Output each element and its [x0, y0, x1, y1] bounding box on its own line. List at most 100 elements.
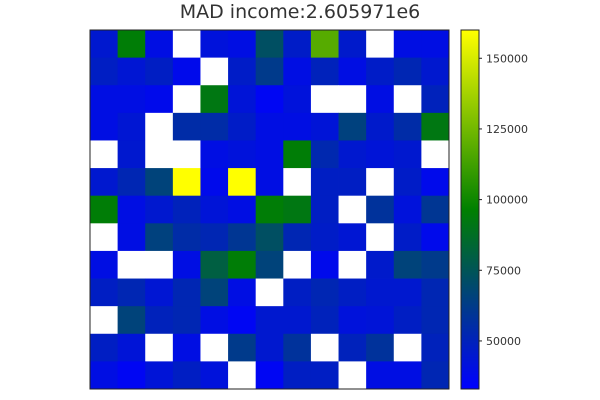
heatmap-cell-r2-c9	[338, 85, 367, 114]
heatmap-cell-r2-c11	[393, 85, 422, 114]
heatmap-cell-r11-c7	[283, 333, 312, 362]
heatmap-cell-r9-c4	[200, 278, 229, 307]
heatmap-cell-r10-c2	[145, 306, 174, 335]
heatmap-cell-r1-c9	[338, 57, 367, 86]
heatmap-cell-r10-c8	[310, 306, 339, 335]
heatmap-cell-r0-c9	[338, 30, 367, 59]
heatmap-cell-r2-c6	[255, 85, 284, 114]
heatmap-cell-r1-c0	[90, 57, 119, 86]
heatmap-cell-r5-c4	[200, 168, 229, 197]
colorbar-tick-label: 100000	[486, 194, 528, 207]
heatmap-cell-r1-c4	[200, 57, 229, 86]
heatmap-cell-r8-c4	[200, 250, 229, 279]
heatmap-cell-r3-c12	[421, 112, 450, 141]
heatmap-cell-r5-c3	[172, 168, 201, 197]
heatmap-cell-r9-c10	[366, 278, 395, 307]
heatmap-cell-r12-c11	[393, 361, 422, 390]
colorbar-tick-label: 50000	[486, 335, 521, 348]
heatmap-cell-r9-c0	[90, 278, 119, 307]
heatmap-cell-r1-c12	[421, 57, 450, 86]
heatmap-cell-r11-c8	[310, 333, 339, 362]
heatmap-cell-r0-c4	[200, 30, 229, 59]
heatmap-cell-r11-c9	[338, 333, 367, 362]
heatmap-cell-r4-c1	[117, 140, 146, 169]
heatmap-cell-r11-c4	[200, 333, 229, 362]
colorbar-ticks: 50000 75000 100000 125000 150000	[479, 52, 528, 348]
heatmap-cell-r5-c5	[228, 168, 257, 197]
heatmap-cell-r9-c6	[255, 278, 284, 307]
heatmap-cell-r10-c7	[283, 306, 312, 335]
heatmap-cell-r7-c8	[310, 223, 339, 252]
heatmap-cell-r10-c12	[421, 306, 450, 335]
colorbar	[460, 29, 480, 390]
heatmap-cell-r4-c6	[255, 140, 284, 169]
heatmap-cell-r12-c8	[310, 361, 339, 390]
heatmap-cell-r11-c11	[393, 333, 422, 362]
heatmap-cell-r7-c0	[90, 223, 119, 252]
heatmap-cell-r10-c9	[338, 306, 367, 335]
heatmap-cell-r3-c5	[228, 112, 257, 141]
heatmap-cell-r6-c5	[228, 195, 257, 224]
heatmap-cell-r4-c5	[228, 140, 257, 169]
heatmap-cell-r4-c11	[393, 140, 422, 169]
heatmap-cell-r9-c2	[145, 278, 174, 307]
heatmap-cell-r1-c8	[310, 57, 339, 86]
heatmap-cell-r8-c3	[172, 250, 201, 279]
heatmap-cell-r2-c8	[310, 85, 339, 114]
heatmap-cell-r5-c0	[90, 168, 119, 197]
heatmap-cell-r11-c12	[421, 333, 450, 362]
heatmap-cell-r4-c9	[338, 140, 367, 169]
heatmap-cell-r10-c6	[255, 306, 284, 335]
heatmap-cell-r3-c2	[145, 112, 174, 141]
heatmap-cell-r2-c12	[421, 85, 450, 114]
heatmap-cell-r8-c8	[310, 250, 339, 279]
heatmap-cell-r7-c6	[255, 223, 284, 252]
heatmap-cell-r11-c3	[172, 333, 201, 362]
heatmap-cell-r1-c1	[117, 57, 146, 86]
heatmap-cell-r4-c2	[145, 140, 174, 169]
heatmap-cell-r0-c0	[90, 30, 119, 59]
heatmap-cell-r9-c7	[283, 278, 312, 307]
heatmap-cell-r3-c8	[310, 112, 339, 141]
heatmap-cell-r10-c4	[200, 306, 229, 335]
heatmap-cell-r8-c6	[255, 250, 284, 279]
heatmap-cell-r2-c0	[90, 85, 119, 114]
heatmap-cell-r7-c3	[172, 223, 201, 252]
colorbar-tick-label: 125000	[486, 123, 528, 136]
heatmap-cell-r0-c7	[283, 30, 312, 59]
heatmap-cell-r0-c1	[117, 30, 146, 59]
heatmap-cell-r6-c8	[310, 195, 339, 224]
heatmap-cell-r0-c2	[145, 30, 174, 59]
heatmap-cell-r3-c1	[117, 112, 146, 141]
heatmap-cell-r7-c4	[200, 223, 229, 252]
heatmap-cell-r8-c1	[117, 250, 146, 279]
heatmap-cell-r6-c6	[255, 195, 284, 224]
heatmap-cell-r12-c10	[366, 361, 395, 390]
heatmap-cell-r1-c6	[255, 57, 284, 86]
heatmap-cell-r6-c11	[393, 195, 422, 224]
heatmap-cell-r6-c10	[366, 195, 395, 224]
heatmap-cell-r6-c2	[145, 195, 174, 224]
heatmap-cell-r1-c11	[393, 57, 422, 86]
heatmap-cell-r11-c0	[90, 333, 119, 362]
plot-frame	[89, 29, 450, 390]
heatmap-cell-r6-c9	[338, 195, 367, 224]
heatmap-cell-r6-c0	[90, 195, 119, 224]
heatmap-cell-r12-c12	[421, 361, 450, 390]
heatmap-cell-r4-c4	[200, 140, 229, 169]
heatmap-cell-r0-c12	[421, 30, 450, 59]
heatmap-cell-r5-c11	[393, 168, 422, 197]
heatmap-cell-r12-c5	[228, 361, 257, 390]
heatmap-cell-r8-c11	[393, 250, 422, 279]
heatmap-cell-r2-c1	[117, 85, 146, 114]
heatmap-cell-r9-c8	[310, 278, 339, 307]
heatmap-cell-r1-c3	[172, 57, 201, 86]
heatmap-cell-r12-c2	[145, 361, 174, 390]
heatmap-cell-r12-c9	[338, 361, 367, 390]
heatmap-cell-r4-c8	[310, 140, 339, 169]
heatmap-cell-r11-c6	[255, 333, 284, 362]
heatmap-cell-r6-c12	[421, 195, 450, 224]
heatmap-cell-r12-c4	[200, 361, 229, 390]
heatmap-cell-r0-c11	[393, 30, 422, 59]
